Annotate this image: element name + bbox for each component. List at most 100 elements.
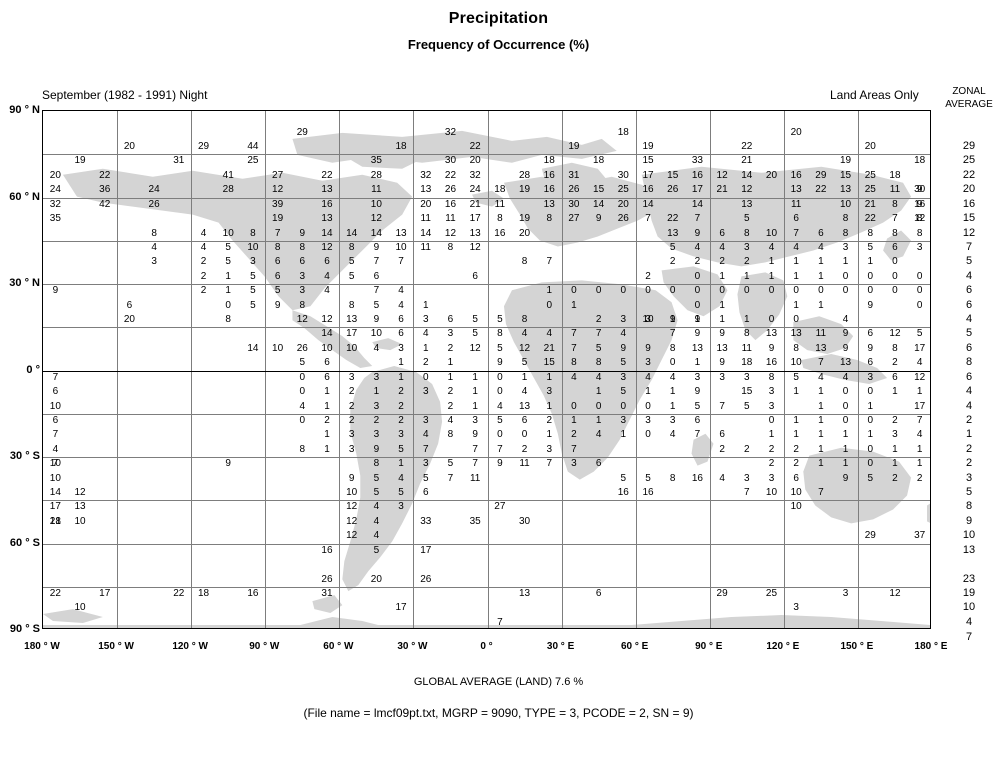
grid-cell-value: 31 [321, 587, 333, 599]
grid-cell-value: 4 [768, 241, 775, 253]
zonal-average-value: 29 [962, 140, 976, 153]
grid-cell-value: 4 [200, 227, 207, 239]
grid-cell-value: 1 [719, 270, 725, 282]
grid-cell-value: 1 [867, 400, 874, 412]
grid-cell-value: 1 [793, 414, 799, 426]
grid-cell-value: 10 [370, 328, 382, 340]
grid-cell-value: 6 [892, 241, 898, 253]
grid-cell-value: 7 [472, 443, 478, 455]
grid-cell-value: 11 [741, 342, 752, 354]
grid-cell-value: 5 [793, 371, 799, 383]
grid-cell-value: 16 [321, 198, 333, 210]
grid-cell-value: 12 [914, 213, 926, 225]
grid-cell-value: 16 [444, 198, 457, 210]
gridline-vertical [339, 111, 341, 628]
grid-cell-value: 28 [370, 169, 382, 181]
grid-cell-value: 4 [299, 400, 306, 412]
grid-cell-value: 9 [719, 357, 725, 369]
grid-cell-value: 7 [916, 414, 923, 426]
grid-cell-value: 7 [373, 285, 380, 297]
grid-cell-value: 3 [744, 371, 750, 383]
grid-cell-value: 8 [497, 328, 503, 340]
grid-cell-value: 10 [222, 227, 234, 239]
grid-cell-value: 2 [793, 458, 799, 470]
grid-cell-value: 1 [768, 429, 775, 441]
grid-cell-value: 10 [272, 342, 284, 354]
grid-cell-value: 10 [790, 357, 802, 369]
grid-cell-value: 25 [864, 184, 876, 196]
grid-cell-value: 16 [494, 227, 506, 239]
grid-cell-value: 13 [469, 227, 481, 239]
grid-cell-value: 7 [52, 371, 59, 383]
grid-cell-value: 1 [793, 429, 799, 441]
grid-cell-value: 22 [99, 169, 111, 181]
gridline-horizontal [43, 240, 930, 242]
grid-cell-value: 5 [694, 400, 701, 412]
grid-cell-value: 9 [225, 458, 231, 470]
x-axis-tick-label: 0 ° [480, 641, 493, 652]
grid-cell-value: 13 [815, 342, 827, 354]
grid-cell-value: 4 [842, 314, 849, 326]
grid-cell-value: 2 [793, 443, 799, 455]
grid-cell-value: 1 [916, 443, 923, 455]
grid-cell-value: 12 [296, 314, 308, 326]
zonal-average-value: 4 [965, 399, 973, 412]
y-axis-tick-label: 60 ° S [9, 536, 40, 549]
grid-cell-value: 0 [867, 443, 874, 455]
grid-cell-value: 1 [595, 414, 602, 426]
grid-cell-value: 5 [472, 314, 478, 326]
grid-cell-value: 30 [914, 184, 926, 196]
grid-cell-value: 1 [472, 371, 478, 383]
global-average-label: GLOBAL AVERAGE (LAND) 7.6 % [413, 676, 584, 688]
grid-cell-value: 4 [842, 371, 849, 383]
grid-cell-value: 0 [694, 299, 701, 311]
grid-cell-value: 8 [744, 227, 750, 239]
grid-cell-value: 29 [815, 169, 827, 181]
grid-cell-value: 12 [321, 314, 333, 326]
grid-cell-value: 1 [324, 386, 330, 398]
grid-cell-value: 16 [691, 472, 703, 484]
grid-cell-value: 14 [49, 487, 61, 499]
grid-cell-value: 0 [867, 386, 874, 398]
grid-cell-value: 5 [398, 487, 404, 499]
grid-cell-value: 1 [669, 386, 676, 398]
grid-cell-value: 13 [667, 227, 679, 239]
grid-cell-value: 3 [571, 458, 577, 470]
grid-cell-value: 8 [151, 227, 157, 239]
gridline-horizontal [43, 370, 930, 372]
zonal-average-value: 23 [962, 572, 976, 585]
grid-cell-value: 9 [719, 328, 725, 340]
zonal-average-value: 3 [965, 471, 973, 484]
grid-cell-value: 5 [398, 443, 404, 455]
grid-cell-value: 12 [914, 371, 926, 383]
grid-cell-value: 8 [669, 472, 676, 484]
grid-cell-value: 10 [49, 472, 61, 484]
grid-cell-value: 22 [741, 141, 753, 153]
grid-cell-value: 26 [296, 342, 308, 354]
grid-cell-value: 0 [793, 285, 799, 297]
grid-cell-value: 8 [299, 299, 306, 311]
grid-cell-value: 16 [642, 184, 654, 196]
grid-cell-value: 14 [321, 328, 333, 340]
grid-cell-value: 16 [642, 487, 654, 499]
grid-cell-value: 10 [49, 400, 61, 412]
grid-cell-value: 25 [765, 587, 778, 599]
grid-cell-value: 5 [521, 357, 528, 369]
grid-cell-value: 9 [497, 357, 503, 369]
grid-cell-value: 11 [420, 241, 431, 253]
grid-cell-value: 4 [818, 241, 824, 253]
zonal-average-value: 6 [965, 370, 973, 383]
grid-cell-value: 3 [447, 328, 454, 340]
grid-cell-value: 13 [395, 227, 407, 239]
grid-cell-value: 9 [669, 314, 676, 326]
grid-cell-value: 16 [790, 169, 802, 181]
y-axis-tick-label: 30 ° S [9, 450, 40, 462]
grid-cell-value: 16 [914, 198, 926, 210]
grid-cell-value: 6 [373, 270, 380, 282]
grid-cell-value: 6 [398, 314, 404, 326]
grid-cell-value: 14 [420, 227, 432, 239]
grid-cell-value: 18 [593, 155, 605, 167]
grid-cell-value: 10 [74, 602, 86, 614]
grid-cell-value: 7 [52, 458, 59, 470]
grid-cell-value: 13 [518, 587, 531, 599]
